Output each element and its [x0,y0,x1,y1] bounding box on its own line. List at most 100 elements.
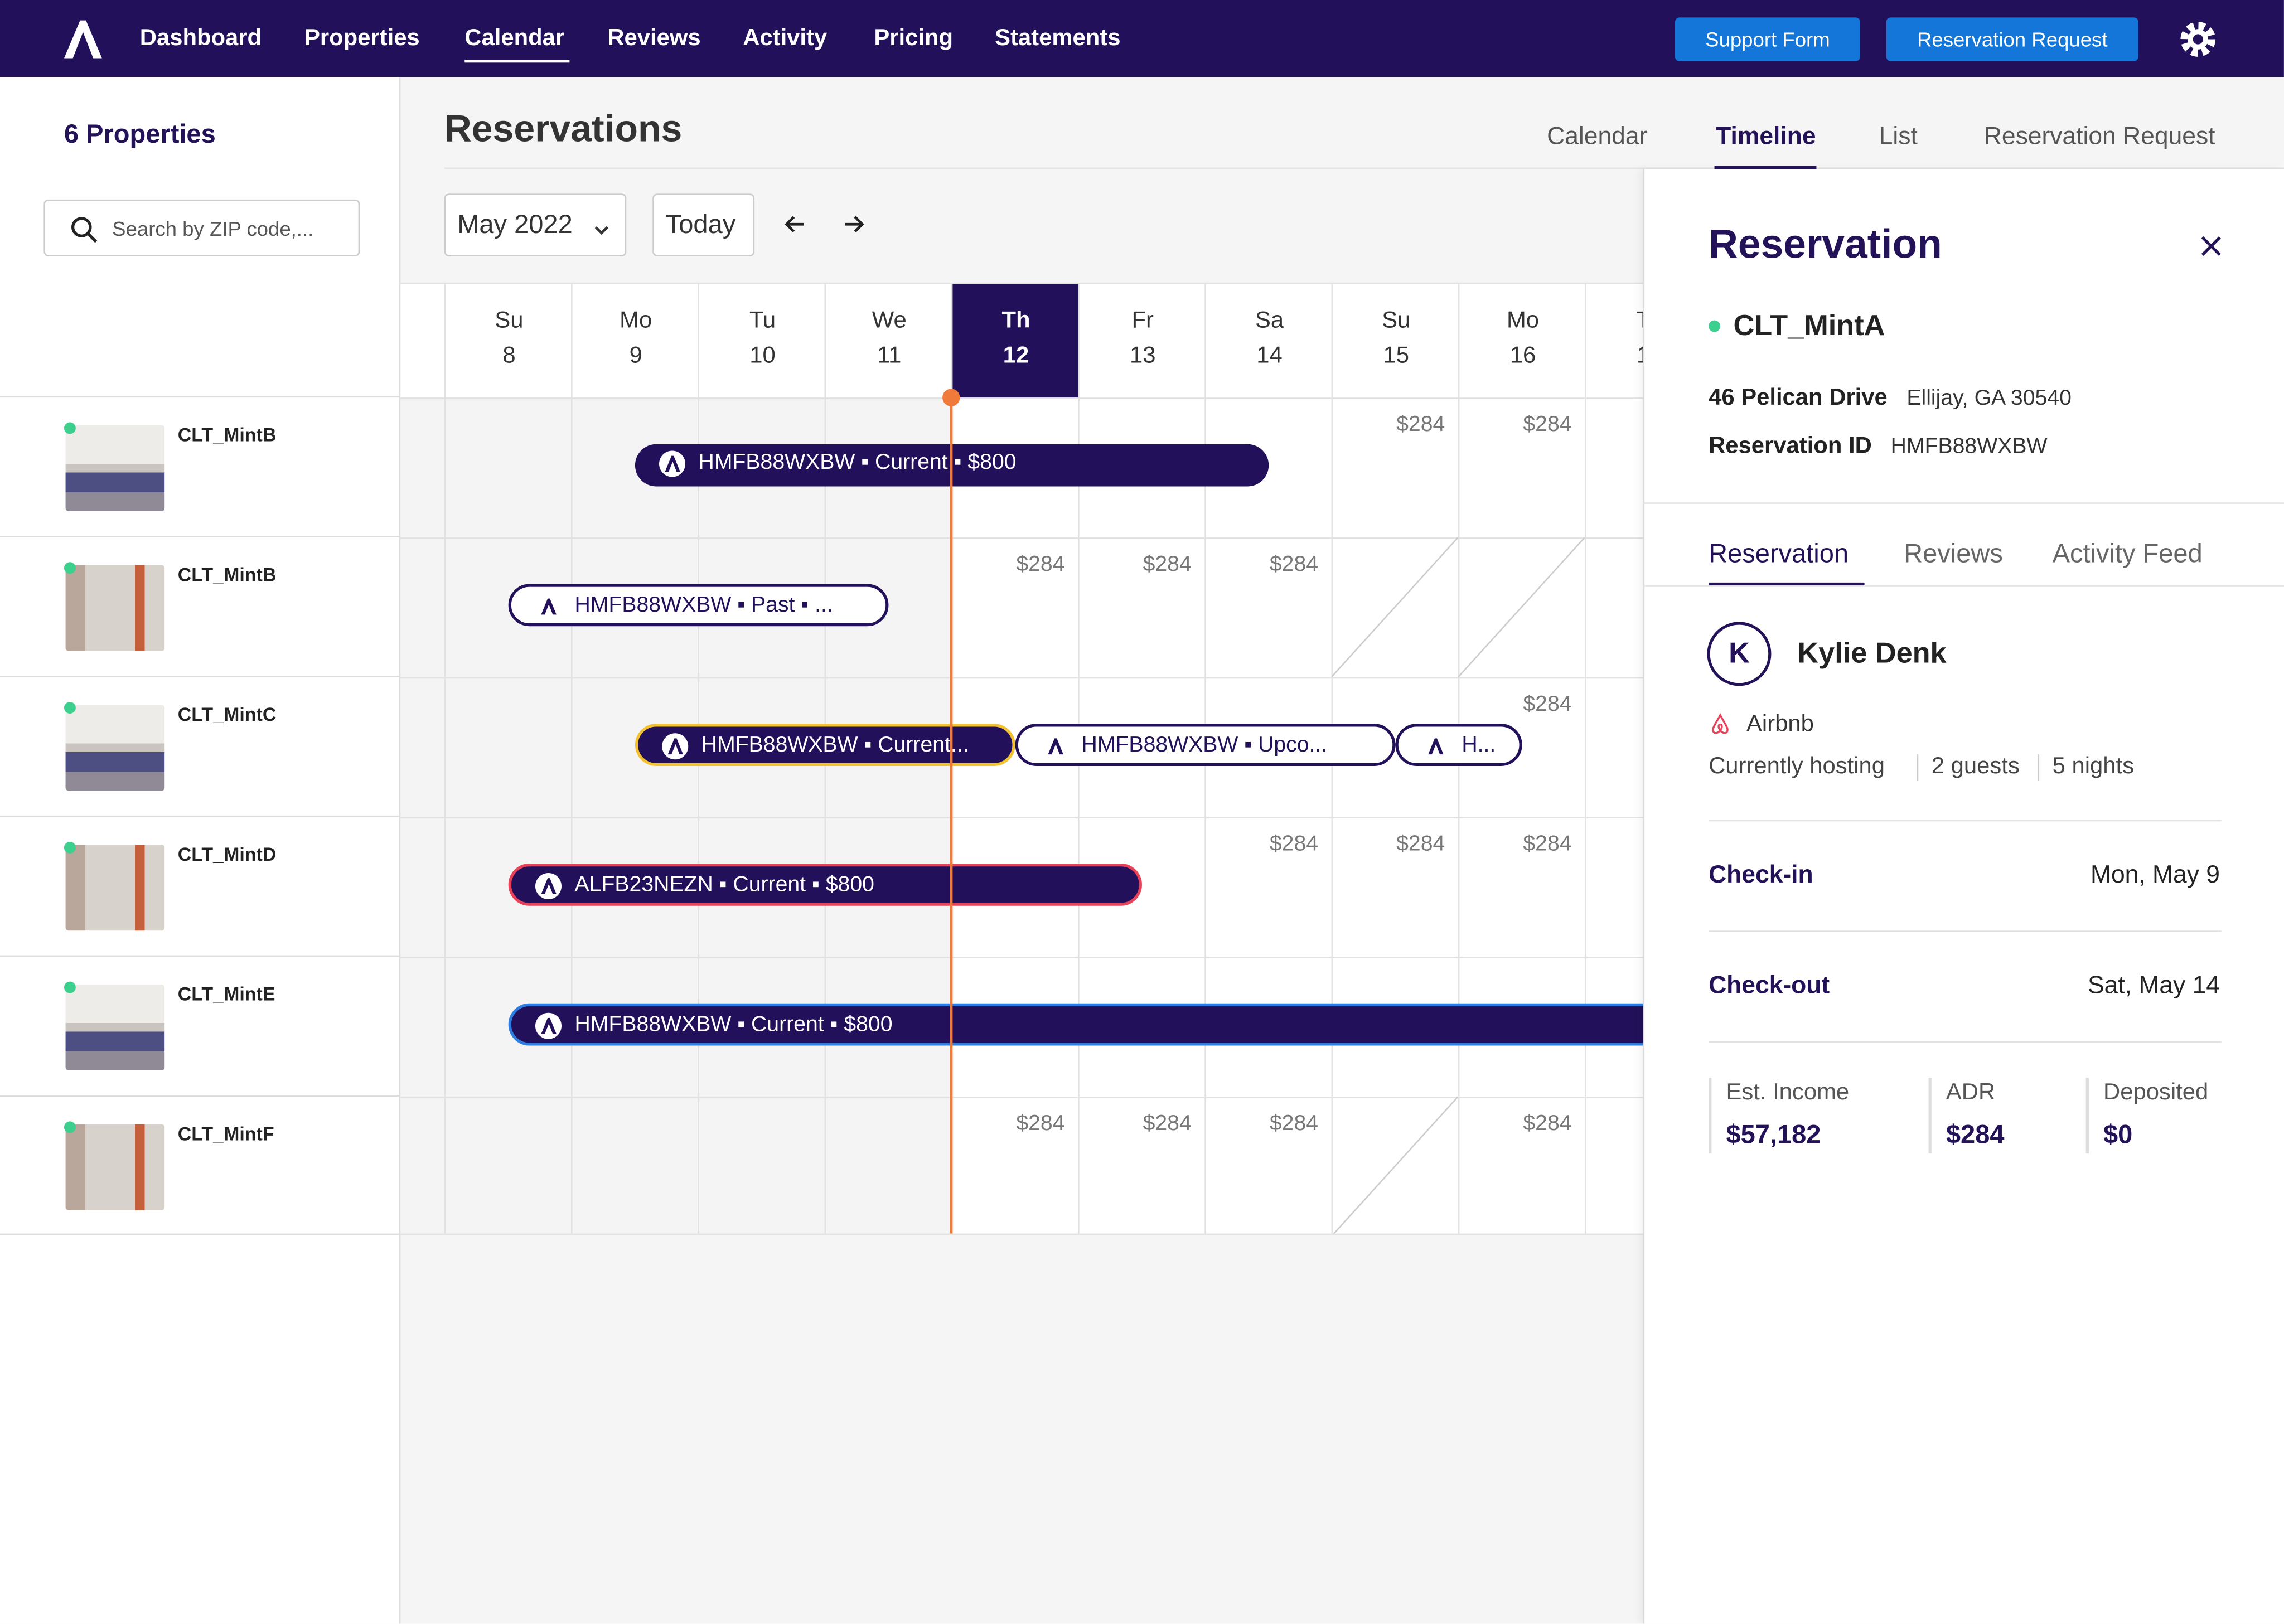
day-date: 17 [1586,343,1643,370]
search-icon [70,216,99,245]
search-placeholder: Search by ZIP code,... [112,216,314,240]
panel-tab[interactable]: Activity Feed [2052,539,2203,569]
today-dot [942,389,960,406]
panel-tab[interactable]: Reservation [1709,539,1849,569]
month-label: May 2022 [457,210,573,239]
row-line [400,677,1643,679]
nav-item[interactable]: Calendar [464,27,565,52]
status-dot [64,1121,76,1133]
booking-label: HMFB88WXBW ▪ Current ▪ $800 [574,1012,893,1037]
divider [1709,1041,2222,1043]
close-icon[interactable] [2199,235,2223,258]
past-shade [400,397,951,1234]
booking-bar[interactable]: H... [1395,724,1522,767]
day-header: Su 15 [1331,284,1458,398]
booking-bar[interactable]: HMFB88WXBW ▪ Current ▪ $800 [507,1003,1643,1046]
price-cell: $284 [1016,552,1065,577]
booking-bar[interactable]: ALFB23NEZN ▪ Current ▪ $800 [507,864,1141,906]
nav-item[interactable]: Dashboard [139,27,262,52]
day-of-week: Mo [620,308,652,334]
price-cell: $284 [1269,552,1319,577]
checkin-date: Mon, May 9 [2090,860,2220,888]
nav-arrow[interactable] [842,212,865,236]
column-line [824,397,826,1234]
nav-item[interactable]: Activity [743,27,828,52]
sidebar-title: 6 Properties [64,119,216,149]
view-tab[interactable]: List [1879,122,1918,150]
channel-name: Airbnb [1746,712,1814,738]
status-item: Currently hosting [1709,755,1885,780]
channel-icon [657,450,685,478]
day-header: Sa 14 [1204,284,1331,398]
id-label: Reservation ID [1709,434,1872,459]
month-select[interactable]: May 2022 [444,193,627,256]
page-title: Reservations [444,106,683,151]
status-sep [2038,754,2040,781]
sidebar: 6 Properties Search by ZIP code,... CLT_Mi… [0,77,401,1624]
nav-item[interactable]: Pricing [874,27,953,52]
day-date: 16 [1509,343,1536,369]
stat-label: ADR [1946,1081,1996,1106]
nav-item[interactable]: Properties [304,27,420,52]
day-date: 13 [1130,343,1156,369]
divider [1644,502,2284,504]
property-thumbnail [65,565,165,651]
channel-icon [661,733,689,760]
column-line [444,397,446,1234]
property-row: CLT_MintD [0,815,399,956]
blocked-day [1457,537,1586,678]
price-cell: $284 [1523,691,1572,717]
day-date: 10 [749,343,776,369]
booking-bar[interactable]: HMFB88WXBW ▪ Current... [634,724,1015,767]
stat-border [2085,1078,2089,1153]
reservation-id: HMFB88WXBW [1890,434,2048,459]
header-divider [444,167,2284,169]
nav-button[interactable]: Support Form [1675,17,1860,61]
booking-label: HMFB88WXBW ▪ Current ▪ $800 [698,450,1017,475]
view-tab[interactable]: Timeline [1716,122,1816,150]
booking-label: ALFB23NEZN ▪ Current ▪ $800 [574,872,874,898]
property-row: CLT_MintB [0,396,399,536]
day-of-week: Fr [1131,308,1154,334]
stat-value: $0 [2103,1120,2133,1150]
status-dot [64,981,76,993]
booking-bar[interactable]: HMFB88WXBW ▪ Upco... [1014,724,1395,767]
nav-arrow[interactable] [783,212,807,236]
view-active-underline [1714,166,1817,171]
status-item: 2 guests [1931,755,2020,780]
property-name: CLT_MintD [177,843,277,866]
view-tab[interactable]: Reservation Request [1983,122,2215,150]
stat-label: Est. Income [1726,1081,1850,1106]
chevron [593,219,610,235]
day-of-week: Tu [1586,309,1643,335]
column-line [1458,397,1460,1234]
booking-label: HMFB88WXBW ▪ Upco... [1081,732,1328,758]
price-cell: $284 [1016,1111,1065,1136]
today-button[interactable]: Today [652,193,755,256]
day-header: Tu 10 [698,284,824,398]
property-name: CLT_MintA [1733,310,1885,342]
stat-border [1709,1078,1712,1153]
nav-item[interactable]: Reviews [607,27,701,52]
property-row: CLT_MintB [0,536,399,676]
column-line [1585,397,1586,1234]
property-name: CLT_MintE [177,983,275,1005]
stat-label: Deposited [2103,1081,2209,1106]
day-of-week: Th [1001,308,1030,334]
property-thumbnail [65,425,165,511]
view-tab[interactable]: Calendar [1547,122,1648,150]
booking-bar[interactable]: HMFB88WXBW ▪ Past ▪ ... [507,584,888,627]
nav-item[interactable]: Statements [995,27,1121,52]
price-cell: $284 [1523,412,1572,437]
stat-value: $284 [1946,1120,2005,1150]
channel-icon [534,593,562,620]
search-box[interactable]: Search by ZIP code,... [43,199,360,256]
panel-tab[interactable]: Reviews [1904,539,2003,569]
row-line [400,817,1643,819]
price-cell: $284 [1143,552,1192,577]
property-row: CLT_MintF [0,1095,399,1235]
blocked-day [1332,1096,1459,1234]
blocked-day [1330,537,1459,678]
nav-button[interactable]: Reservation Request [1886,17,2138,61]
